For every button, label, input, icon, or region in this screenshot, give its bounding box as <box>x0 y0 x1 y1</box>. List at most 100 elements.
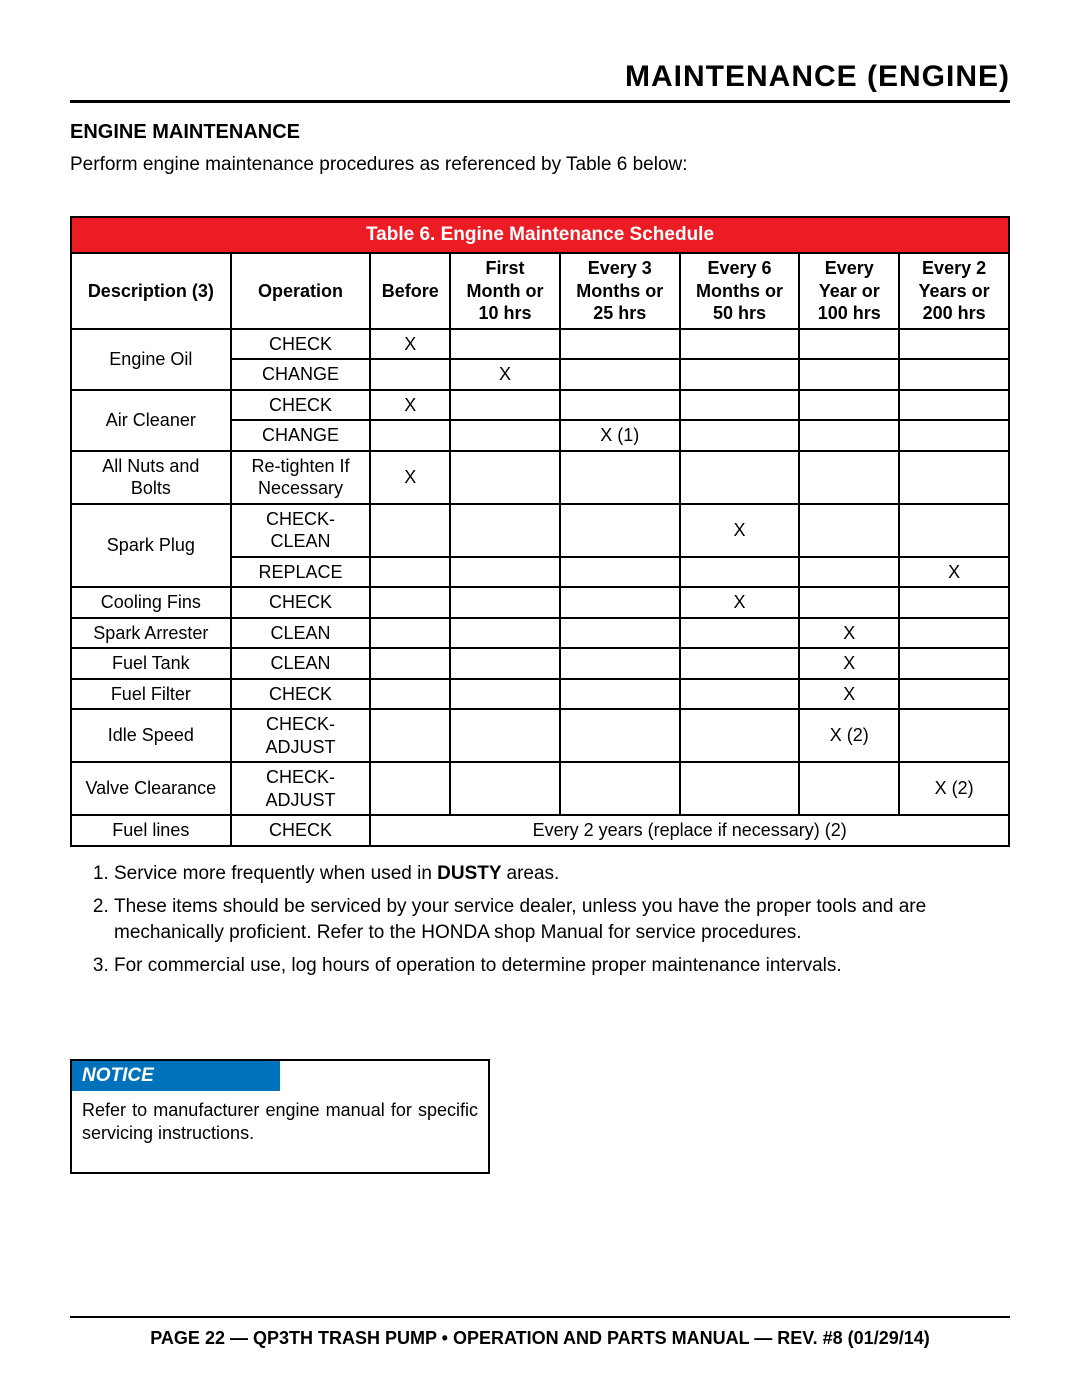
cell-mark: X <box>899 557 1009 588</box>
cell-mark <box>799 451 899 504</box>
cell-mark <box>560 557 680 588</box>
cell-mark <box>370 587 450 618</box>
cell-mark <box>680 329 800 360</box>
cell-mark <box>680 390 800 421</box>
table-row: Spark PlugCHECK-CLEANX <box>71 504 1009 557</box>
cell-mark <box>680 359 800 390</box>
cell-mark: X <box>370 390 450 421</box>
cell-mark: X (2) <box>899 762 1009 815</box>
notes-list: Service more frequently when used in DUS… <box>70 861 1010 980</box>
cell-mark <box>450 504 560 557</box>
cell-description: Fuel Tank <box>71 648 231 679</box>
cell-operation: CHECK <box>231 815 371 846</box>
cell-mark <box>799 587 899 618</box>
table-row: Valve ClearanceCHECK-ADJUSTX (2) <box>71 762 1009 815</box>
cell-description: Spark Arrester <box>71 618 231 649</box>
cell-mark <box>370 762 450 815</box>
cell-mark <box>799 762 899 815</box>
col-every-6mo: Every 6Months or50 hrs <box>680 253 800 329</box>
cell-operation: CHECK-CLEAN <box>231 504 371 557</box>
table-row: Engine OilCHECKX <box>71 329 1009 360</box>
cell-mark <box>560 359 680 390</box>
cell-mark: X <box>799 679 899 710</box>
cell-mark <box>370 504 450 557</box>
notice-body: Refer to manufacturer engine manual for … <box>72 1091 488 1172</box>
col-every-year: EveryYear or100 hrs <box>799 253 899 329</box>
cell-mark <box>370 679 450 710</box>
note-item: These items should be serviced by your s… <box>114 894 1010 945</box>
section-heading: ENGINE MAINTENANCE <box>70 121 1010 144</box>
cell-mark <box>899 451 1009 504</box>
cell-mark <box>450 648 560 679</box>
cell-mark <box>560 679 680 710</box>
cell-mark <box>680 648 800 679</box>
table-row: Air CleanerCHECKX <box>71 390 1009 421</box>
cell-mark <box>799 390 899 421</box>
cell-description: Air Cleaner <box>71 390 231 451</box>
cell-mark <box>450 329 560 360</box>
notice-head: NOTICE <box>72 1061 280 1091</box>
table-row: Fuel linesCHECKEvery 2 years (replace if… <box>71 815 1009 846</box>
cell-mark <box>370 557 450 588</box>
cell-mark <box>799 359 899 390</box>
cell-mark <box>899 587 1009 618</box>
cell-mark: X <box>799 618 899 649</box>
table-row: All Nuts andBoltsRe-tighten IfNecessaryX <box>71 451 1009 504</box>
col-every-2yr: Every 2Years or200 hrs <box>899 253 1009 329</box>
maintenance-table: Table 6. Engine Maintenance Schedule Des… <box>70 216 1010 847</box>
cell-mark <box>450 618 560 649</box>
note-item: Service more frequently when used in DUS… <box>114 861 1010 887</box>
cell-mark <box>899 618 1009 649</box>
cell-mark: X <box>680 587 800 618</box>
cell-mark <box>560 618 680 649</box>
table-row: Idle SpeedCHECK-ADJUST X (2) <box>71 709 1009 762</box>
cell-operation: CHECK <box>231 390 371 421</box>
cell-operation: CHECK <box>231 329 371 360</box>
cell-mark <box>899 679 1009 710</box>
cell-operation: CHECK-ADJUST <box>231 709 371 762</box>
cell-mark <box>450 420 560 451</box>
cell-operation: Re-tighten IfNecessary <box>231 451 371 504</box>
col-every-3mo: Every 3Months or25 hrs <box>560 253 680 329</box>
cell-mark <box>560 329 680 360</box>
cell-mark <box>899 648 1009 679</box>
cell-mark <box>799 420 899 451</box>
cell-mark: X <box>370 329 450 360</box>
cell-mark <box>450 557 560 588</box>
col-operation: Operation <box>231 253 371 329</box>
cell-mark: X (1) <box>560 420 680 451</box>
cell-operation: CLEAN <box>231 648 371 679</box>
cell-mark <box>450 762 560 815</box>
table-row: Spark ArresterCLEANX <box>71 618 1009 649</box>
cell-mark <box>680 618 800 649</box>
table-header-row: Description (3) Operation Before FirstMo… <box>71 253 1009 329</box>
cell-operation: CHECK <box>231 587 371 618</box>
cell-mark <box>799 329 899 360</box>
cell-mark: X <box>680 504 800 557</box>
cell-description: Idle Speed <box>71 709 231 762</box>
col-before: Before <box>370 253 450 329</box>
intro-text: Perform engine maintenance procedures as… <box>70 154 1010 176</box>
cell-mark <box>450 390 560 421</box>
table-row: Cooling FinsCHECK X <box>71 587 1009 618</box>
cell-mark <box>560 709 680 762</box>
cell-mark: X (2) <box>799 709 899 762</box>
cell-description: Cooling Fins <box>71 587 231 618</box>
cell-mark <box>680 679 800 710</box>
cell-mark <box>680 451 800 504</box>
cell-mark <box>560 762 680 815</box>
cell-mark <box>450 587 560 618</box>
cell-mark: X <box>799 648 899 679</box>
cell-description: Fuel Filter <box>71 679 231 710</box>
cell-mark <box>450 709 560 762</box>
table-row: Fuel FilterCHECKX <box>71 679 1009 710</box>
cell-mark <box>680 557 800 588</box>
cell-mark <box>899 359 1009 390</box>
cell-mark <box>680 420 800 451</box>
cell-description: All Nuts andBolts <box>71 451 231 504</box>
col-first-month: FirstMonth or10 hrs <box>450 253 560 329</box>
cell-mark <box>450 451 560 504</box>
table-caption: Table 6. Engine Maintenance Schedule <box>70 216 1010 252</box>
cell-mark <box>899 420 1009 451</box>
cell-description: Engine Oil <box>71 329 231 390</box>
